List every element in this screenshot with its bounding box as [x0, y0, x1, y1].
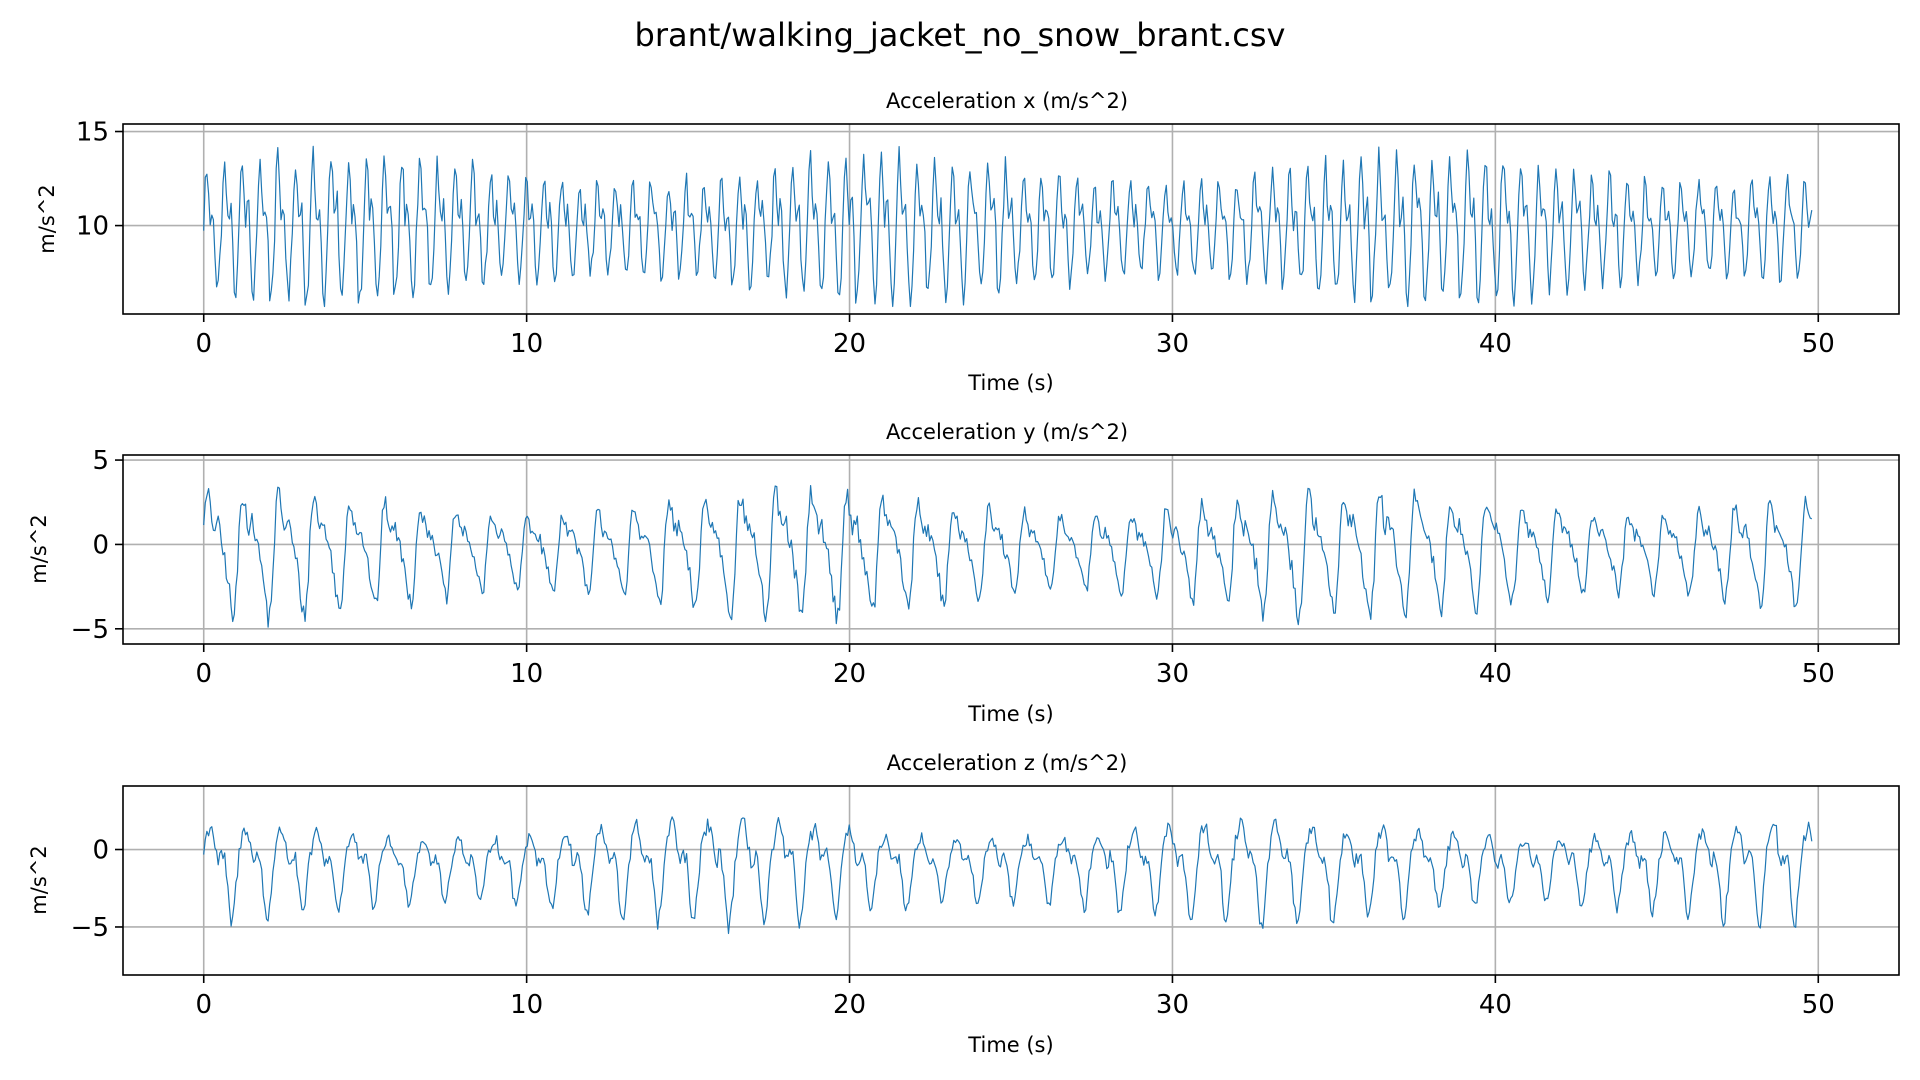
- x-tick-label: 20: [833, 329, 866, 359]
- y-tick-label: 15: [76, 118, 109, 148]
- panel-title: Acceleration z (m/s^2): [887, 751, 1128, 775]
- x-tick-label: 40: [1479, 329, 1512, 359]
- ticks: 0 10 20 30 40 50 −5 0 5: [71, 446, 1835, 689]
- x-tick-label: 20: [833, 659, 866, 689]
- y-tick-label: −5: [71, 615, 109, 645]
- panel-acceleration-z: Acceleration z (m/s^2) 0 10 20 30 40 50 −5 0 Ti…: [27, 751, 1900, 1057]
- y-axis-label: m/s^2: [27, 845, 51, 914]
- gridlines: [123, 455, 1899, 644]
- panel-title: Acceleration x (m/s^2): [886, 89, 1128, 113]
- x-axis-label: Time (s): [967, 371, 1053, 395]
- panel-acceleration-y: Acceleration y (m/s^2) 0 10 20 30 40 50 −5 0 5 T…: [27, 420, 1900, 726]
- x-axis-label: Time (s): [967, 702, 1053, 726]
- x-tick-label: 40: [1479, 990, 1512, 1020]
- panel-acceleration-x: Acceleration x (m/s^2) 0 10 20 30 40 50 10 15 T…: [35, 89, 1900, 395]
- x-tick-label: 10: [510, 329, 543, 359]
- series-line: [203, 485, 1813, 628]
- y-axis-label: m/s^2: [27, 514, 51, 583]
- x-tick-label: 50: [1802, 990, 1835, 1020]
- plot-frame: [122, 454, 1900, 645]
- ticks: 0 10 20 30 40 50 10 15: [76, 118, 1835, 359]
- x-tick-label: 30: [1156, 659, 1189, 689]
- y-tick-label: 5: [92, 446, 109, 476]
- y-axis-label: m/s^2: [35, 184, 59, 253]
- x-tick-label: 10: [510, 659, 543, 689]
- plot-frame: [122, 123, 1900, 315]
- ticks: 0 10 20 30 40 50 −5 0: [71, 836, 1835, 1020]
- x-tick-label: 0: [195, 990, 212, 1020]
- plot-frame: [122, 785, 1900, 976]
- x-tick-label: 50: [1802, 329, 1835, 359]
- x-tick-label: 30: [1156, 990, 1189, 1020]
- x-tick-label: 30: [1156, 329, 1189, 359]
- y-tick-label: −5: [71, 913, 109, 943]
- y-tick-label: 10: [76, 212, 109, 242]
- x-tick-label: 10: [510, 990, 543, 1020]
- gridlines: [123, 786, 1899, 975]
- panel-title: Acceleration y (m/s^2): [886, 420, 1128, 444]
- x-tick-label: 0: [195, 329, 212, 359]
- series-line: [203, 816, 1813, 935]
- y-tick-label: 0: [92, 836, 109, 866]
- y-tick-label: 0: [92, 530, 109, 560]
- x-tick-label: 20: [833, 990, 866, 1020]
- figure-title: brant/walking_jacket_no_snow_brant.csv: [635, 16, 1286, 54]
- x-tick-label: 50: [1802, 659, 1835, 689]
- series-line: [203, 145, 1813, 308]
- x-tick-label: 0: [195, 659, 212, 689]
- x-axis-label: Time (s): [967, 1033, 1053, 1057]
- x-tick-label: 40: [1479, 659, 1512, 689]
